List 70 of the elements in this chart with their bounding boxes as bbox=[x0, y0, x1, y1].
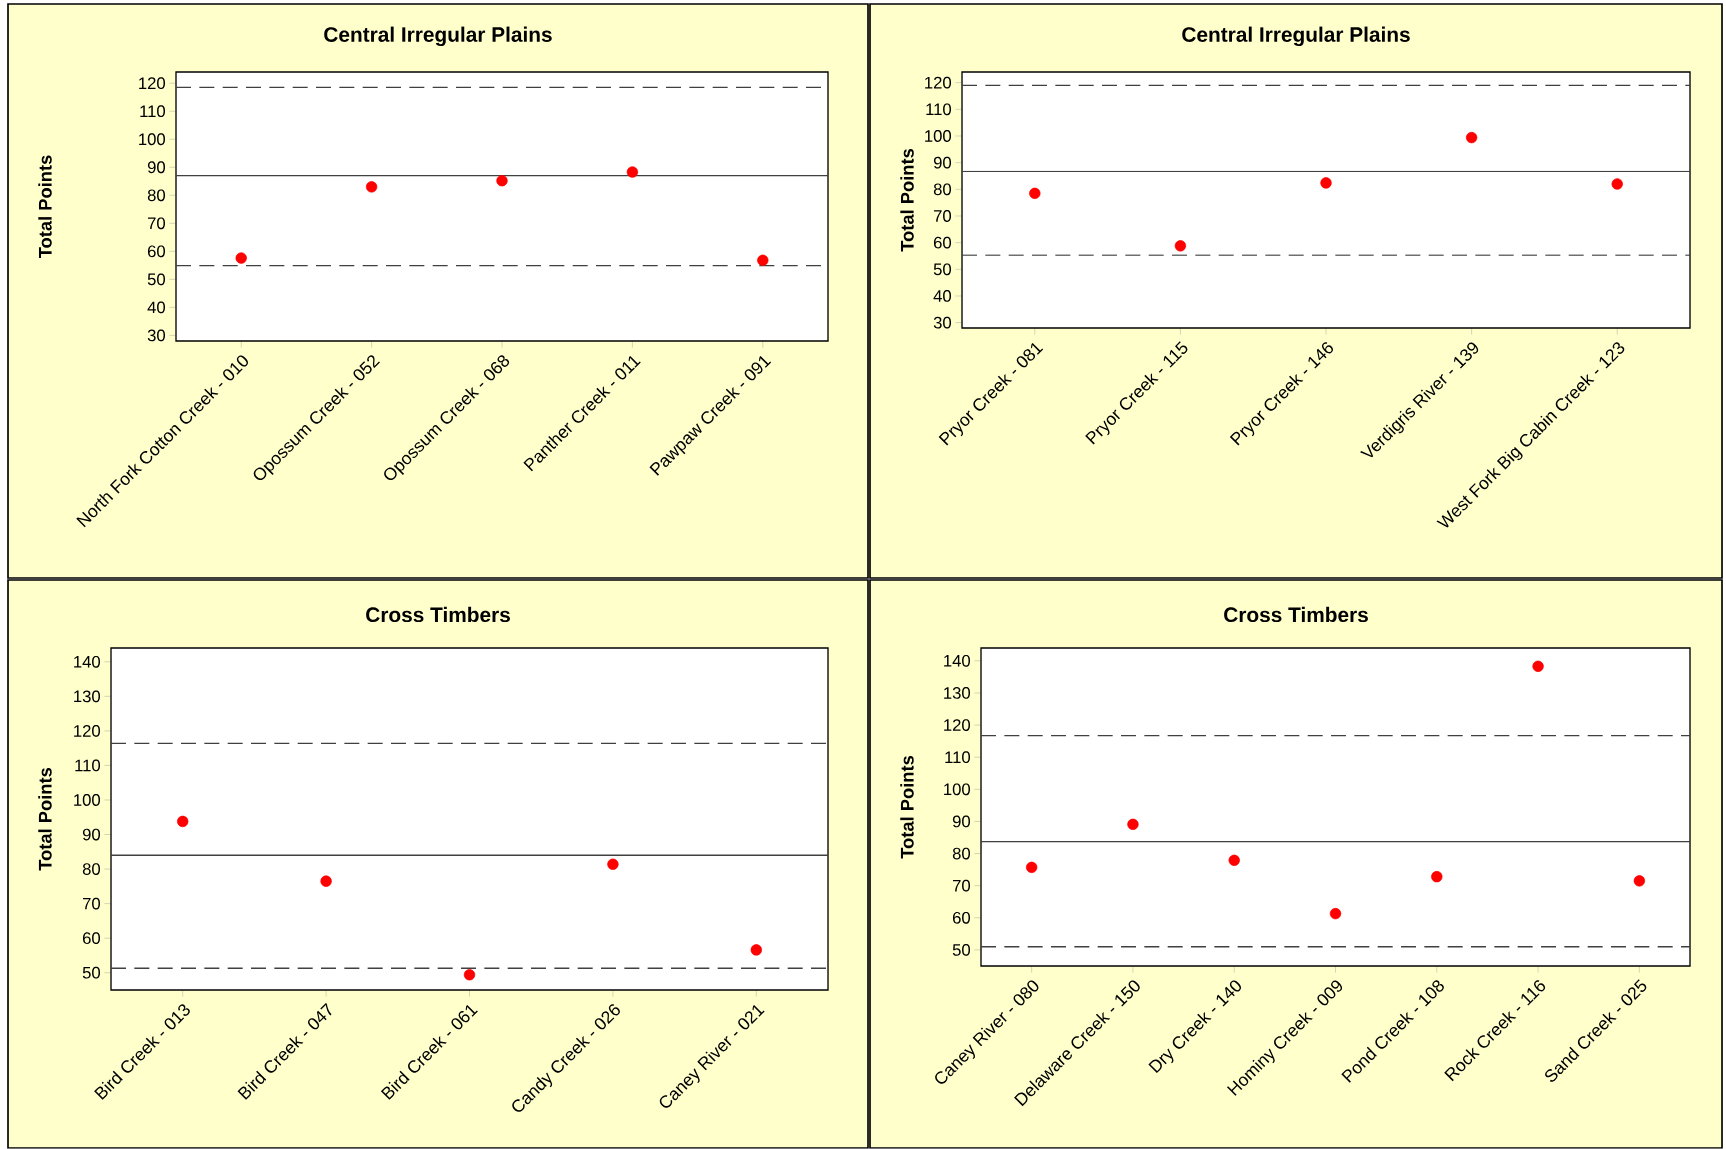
y-tick-label: 50 bbox=[82, 966, 101, 979]
y-axis-title: Total Points bbox=[900, 149, 914, 252]
y-tick-label: 90 bbox=[147, 161, 166, 174]
y-tick-label: 50 bbox=[147, 273, 166, 286]
point bbox=[1431, 871, 1443, 883]
y-tick-label: 90 bbox=[82, 828, 101, 841]
point bbox=[365, 181, 378, 193]
point bbox=[1633, 875, 1646, 887]
y-tick-label: 60 bbox=[147, 245, 166, 258]
y-tick-label: 70 bbox=[148, 217, 166, 230]
point bbox=[1174, 240, 1187, 252]
y-tick-label: 40 bbox=[147, 301, 166, 314]
point bbox=[1611, 178, 1623, 190]
point bbox=[177, 815, 189, 828]
y-tick-label: 120 bbox=[74, 725, 101, 737]
y-tick-label: 30 bbox=[147, 329, 166, 342]
point bbox=[320, 875, 332, 887]
y-tick-label: 60 bbox=[952, 912, 971, 924]
point bbox=[1465, 132, 1478, 144]
y-axis-title: Total Points bbox=[38, 768, 52, 871]
point bbox=[750, 944, 762, 956]
y-tick-label: 120 bbox=[925, 76, 952, 89]
y-tick-label: 70 bbox=[83, 897, 101, 910]
y-tick-label: 80 bbox=[147, 189, 166, 202]
y-tick-label: 100 bbox=[925, 130, 952, 142]
y-tick-label: 100 bbox=[139, 133, 166, 146]
y-tick-label: 60 bbox=[933, 236, 952, 249]
y-tick-label: 120 bbox=[944, 719, 971, 732]
point bbox=[626, 166, 639, 178]
y-tick-label: 60 bbox=[82, 932, 101, 945]
point bbox=[757, 254, 769, 267]
point bbox=[1228, 854, 1240, 867]
y-tick-label: 140 bbox=[944, 655, 971, 667]
y-tick-label: 40 bbox=[933, 290, 952, 302]
chart-title: Cross Timbers bbox=[1224, 606, 1368, 623]
y-tick-label: 90 bbox=[933, 156, 952, 169]
point bbox=[1329, 908, 1342, 920]
point bbox=[1532, 660, 1544, 673]
y-tick-label: 110 bbox=[140, 105, 166, 118]
chart-title: Cross Timbers bbox=[366, 606, 510, 623]
y-tick-label: 80 bbox=[952, 847, 971, 860]
y-tick-label: 140 bbox=[74, 656, 101, 668]
point bbox=[1127, 818, 1139, 831]
y-tick-label: 100 bbox=[944, 783, 971, 796]
y-tick-label: 120 bbox=[139, 77, 166, 90]
chart-title: Central Irregular Plains bbox=[324, 26, 552, 47]
point bbox=[1025, 861, 1038, 874]
y-tick-label: 110 bbox=[926, 103, 952, 116]
point bbox=[463, 969, 476, 981]
point bbox=[496, 175, 508, 187]
chart-title: Central Irregular Plains bbox=[1182, 26, 1410, 47]
y-tick-label: 80 bbox=[933, 183, 952, 196]
y-axis-title: Total Points bbox=[900, 756, 914, 859]
y-tick-label: 90 bbox=[952, 815, 971, 828]
y-tick-label: 30 bbox=[933, 316, 952, 329]
y-tick-label: 70 bbox=[953, 879, 971, 892]
point bbox=[607, 858, 619, 870]
y-axis-title: Total Points bbox=[38, 155, 52, 259]
y-tick-label: 110 bbox=[945, 751, 971, 764]
y-tick-label: 110 bbox=[75, 759, 101, 772]
y-tick-label: 50 bbox=[933, 263, 952, 276]
point bbox=[235, 252, 247, 264]
point bbox=[1029, 187, 1041, 200]
y-tick-label: 50 bbox=[952, 944, 971, 956]
y-tick-label: 100 bbox=[74, 794, 101, 806]
y-tick-label: 130 bbox=[74, 690, 101, 703]
y-tick-label: 70 bbox=[934, 210, 952, 222]
point bbox=[1320, 177, 1332, 189]
y-tick-label: 80 bbox=[82, 863, 101, 876]
y-tick-label: 130 bbox=[944, 687, 971, 699]
